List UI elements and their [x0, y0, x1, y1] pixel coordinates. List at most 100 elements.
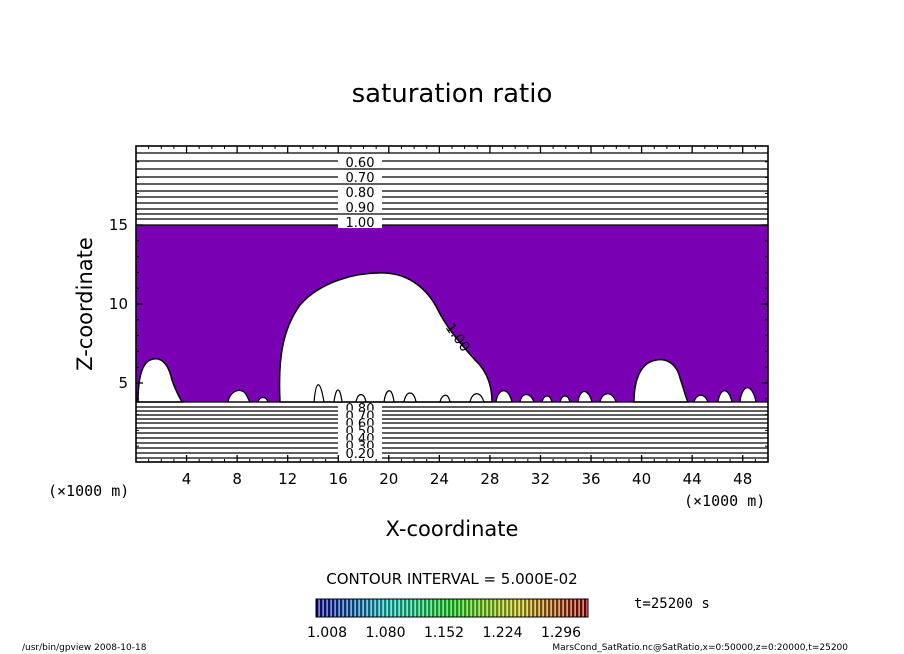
colorbar-cell-light [374, 599, 376, 617]
colorbar-cell [540, 599, 543, 617]
contour-label-bg [338, 217, 382, 228]
colorbar-cell-light [482, 599, 484, 617]
colorbar-cell-light [558, 599, 560, 617]
x-tick-label: 40 [632, 470, 651, 488]
colorbar-cell [520, 599, 523, 617]
colorbar-cell [576, 599, 579, 617]
contour-label-bg [338, 410, 382, 422]
colorbar-cell-light [578, 599, 580, 617]
colorbar-cell [532, 599, 535, 617]
y-axis-title: Z-coordinate [73, 237, 97, 371]
x-tick-label: 36 [581, 470, 600, 488]
y-tick-label: 10 [109, 295, 128, 313]
colorbar-cell-light [510, 599, 512, 617]
colorbar-cell [572, 599, 575, 617]
colorbar-cell [448, 599, 451, 617]
colorbar-cell [436, 599, 439, 617]
colorbar-cell [480, 599, 483, 617]
contour-label-bg [338, 202, 382, 213]
colorbar-cell-light [342, 599, 344, 617]
cloud-main [278, 272, 493, 403]
colorbar-cell [332, 599, 335, 617]
colorbar-cell [324, 599, 327, 617]
colorbar-cell-light [546, 599, 548, 617]
colorbar-cell-light [582, 599, 584, 617]
colorbar-cell-light [426, 599, 428, 617]
colorbar-tick-label: 1.224 [482, 625, 522, 641]
colorbar-cell-light [454, 599, 456, 617]
colorbar-cell [364, 599, 367, 617]
colorbar-cell-light [414, 599, 416, 617]
y-tick-label: 5 [118, 374, 128, 392]
contour-label: 0.60 [346, 156, 375, 171]
colorbar-cell [468, 599, 471, 617]
contour-label-bg [338, 157, 382, 168]
upper-contours [136, 152, 768, 226]
colorbar-cell [356, 599, 359, 617]
colorbar-cell [432, 599, 435, 617]
x-tick-label: 8 [232, 470, 242, 488]
cloud-right [633, 358, 690, 403]
lower-contours [136, 401, 768, 459]
colorbar-tick-label: 1.152 [424, 625, 464, 641]
x-axis: 4 8 12 16 20 24 28 32 36 40 44 48 [148, 146, 756, 488]
colorbar-cell [516, 599, 519, 617]
colorbar-cell-light [470, 599, 472, 617]
colorbar-cell [548, 599, 551, 617]
contour-label-bg [338, 448, 382, 459]
contour-label-bg [338, 418, 382, 429]
colorbar-cell [528, 599, 531, 617]
contour-label-bg [338, 187, 382, 198]
colorbar-cell [384, 599, 387, 617]
footer-left: /usr/bin/gpview 2008-10-18 [22, 643, 147, 653]
colorbar-cell [352, 599, 355, 617]
colorbar-cell [508, 599, 511, 617]
contour-label: 0.80 [346, 186, 375, 201]
colorbar-cell [564, 599, 567, 617]
colorbar-cell-light [494, 599, 496, 617]
colorbar-cell [404, 599, 407, 617]
x-tick-label: 48 [733, 470, 752, 488]
x-units-label: (×1000 m) [684, 492, 765, 510]
y-units-label: (×1000 m) [48, 482, 129, 500]
colorbar-cell-light [486, 599, 488, 617]
colorbar-cell-light [538, 599, 540, 617]
colorbar-cell [452, 599, 455, 617]
colorbar-cell [488, 599, 491, 617]
colorbar-frame [315, 598, 589, 618]
colorbar-cell-light [498, 599, 500, 617]
chart-title: saturation ratio [352, 79, 553, 109]
colorbar-cell-light [442, 599, 444, 617]
colorbar-cell-light [370, 599, 372, 617]
colorbar-cell [316, 599, 319, 617]
colorbar-cell-light [394, 599, 396, 617]
colorbar-cell-light [338, 599, 340, 617]
colorbar-cell-light [334, 599, 336, 617]
x-tick-label: 12 [278, 470, 297, 488]
colorbar-cell [400, 599, 403, 617]
contour-interval: CONTOUR INTERVAL = 5.000E-02 [326, 570, 577, 588]
colorbar-cell-light [398, 599, 400, 617]
colorbar-tick-label: 1.296 [541, 625, 581, 641]
colorbar-cell [580, 599, 583, 617]
colorbar-cell [396, 599, 399, 617]
colorbar-tick-label: 1.080 [365, 625, 405, 641]
colorbar-cell-light [586, 599, 588, 617]
colorbar-cell [368, 599, 371, 617]
colorbar-cell-light [350, 599, 352, 617]
colorbar-cell [476, 599, 479, 617]
colorbar-cell-light [366, 599, 368, 617]
colorbar-cell-light [518, 599, 520, 617]
x-tick-label: 32 [531, 470, 550, 488]
colorbar-cell-light [318, 599, 320, 617]
colorbar-cell-light [490, 599, 492, 617]
colorbar-cell-light [466, 599, 468, 617]
colorbar-cell-light [458, 599, 460, 617]
colorbar-cell [552, 599, 555, 617]
colorbar-cell-light [410, 599, 412, 617]
colorbar-cell [420, 599, 423, 617]
colorbar-cell-light [542, 599, 544, 617]
colorbar-cell [560, 599, 563, 617]
colorbar-cell [512, 599, 515, 617]
